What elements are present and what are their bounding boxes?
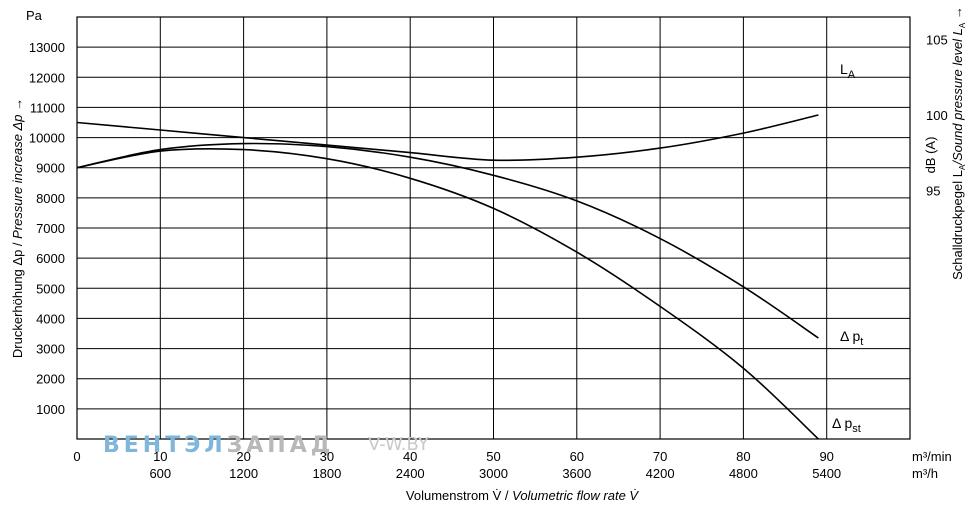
series-label-dpt: Δ pt — [840, 328, 863, 348]
x-tick-label: 30 — [320, 449, 334, 464]
y-tick-label: 3000 — [36, 342, 65, 357]
x-tick-label-h: 3000 — [479, 466, 508, 481]
x-tick-label-h: 5400 — [812, 466, 841, 481]
y2-axis-label: Schalldruckpegel LA/Sound pressure level… — [950, 6, 967, 280]
x-tick-label-h: 1800 — [312, 466, 341, 481]
x-tick-label-h: 1200 — [229, 466, 258, 481]
watermark-url: V-W.BY — [368, 434, 430, 455]
x-tick-label-h: 4200 — [646, 466, 675, 481]
x-tick-label: 80 — [736, 449, 750, 464]
y-tick-label: 11000 — [30, 100, 65, 115]
x-tick-labels-h: 600 1200 1800 2400 3000 3600 4200 4800 5400 — [149, 466, 841, 481]
series-label-dpst: Δ pst — [832, 415, 861, 435]
y2-tick-labels: 95 100 105 — [926, 33, 948, 199]
y2-tick-label: 95 — [926, 183, 940, 198]
y2-tick-label: 105 — [926, 33, 948, 48]
x-tick-label: 60 — [570, 449, 584, 464]
x-tick-label: 90 — [819, 449, 833, 464]
x-tick-label: 70 — [653, 449, 667, 464]
y-tick-label: 10000 — [29, 131, 65, 146]
x-tick-label-h: 3600 — [562, 466, 591, 481]
x-tick-label: 40 — [403, 449, 417, 464]
x-axis-label: Volumenstrom V̇ / Volumetric flow rate V… — [406, 488, 639, 503]
curve-dpst — [76, 147, 819, 440]
y-tick-labels: 1000 2000 3000 4000 5000 6000 7000 8000 9000 1000… — [29, 40, 65, 417]
watermark: ВЕНТЭЛЗАПАД V-W.BY — [103, 433, 430, 458]
plot-frame — [76, 16, 911, 440]
grid — [77, 17, 910, 439]
y2-unit-label: dB (A) — [923, 137, 938, 174]
x-unit-min: m³/min — [912, 449, 952, 464]
y-tick-label: 12000 — [29, 70, 65, 85]
curve-dpt — [76, 142, 819, 339]
y-tick-label: 4000 — [36, 311, 65, 326]
y-axis-label: Druckerhöhung Δp / Pressure increase Δp … — [10, 98, 25, 358]
x-tick-label: 0 — [73, 449, 80, 464]
y-tick-label: 7000 — [36, 221, 65, 236]
x-tick-label-h: 600 — [149, 466, 171, 481]
y-tick-label: 6000 — [36, 251, 65, 266]
curve-la — [76, 114, 819, 162]
watermark-logo: ВЕНТЭЛЗАПАД — [103, 433, 334, 458]
x-tick-label: 50 — [486, 449, 500, 464]
x-tick-label: 20 — [236, 449, 250, 464]
y-tick-label: 5000 — [36, 281, 65, 296]
x-tick-labels: 0 10 20 30 40 50 60 70 80 90 — [73, 449, 834, 464]
curves — [76, 114, 819, 440]
y-tick-label: 9000 — [36, 161, 65, 176]
y-tick-label: 13000 — [29, 40, 65, 55]
x-tick-label-h: 2400 — [396, 466, 425, 481]
series-label-la: LA — [840, 61, 856, 81]
y2-tick-label: 100 — [926, 108, 948, 123]
x-unit-h: m³/h — [912, 466, 938, 481]
y-unit-label: Pa — [26, 8, 43, 23]
y-tick-label: 8000 — [36, 191, 65, 206]
y-tick-label: 2000 — [36, 372, 65, 387]
x-tick-label: 10 — [153, 449, 167, 464]
y-tick-label: 1000 — [36, 402, 65, 417]
x-tick-label-h: 4800 — [729, 466, 758, 481]
